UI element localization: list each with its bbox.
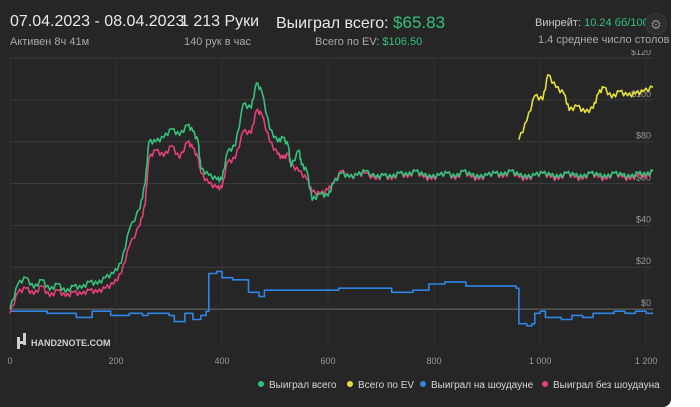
graph-panel: 07.04.2023 - 08.04.2023 Активен 8ч 41м 1… [0, 0, 671, 407]
legend-ev[interactable]: Всего по EV [347, 380, 414, 391]
total-won-label: Выиграл всего: [276, 15, 389, 32]
series-total-won-line [9, 82, 654, 310]
x-tick-label: 200 [109, 356, 124, 366]
winrate-label: Винрейт: [535, 17, 582, 29]
series-ev-line [518, 73, 654, 140]
legend-total-won-label: Выиграл всего [269, 380, 337, 391]
legend-ev-label: Всего по EV [358, 380, 415, 391]
legend-no-showdown[interactable]: Выиграл без шоудауна [542, 380, 660, 391]
y-tick-label: $40 [636, 214, 651, 224]
y-tick-label: $60 [636, 173, 651, 183]
total-won: Выиграл всего: $65.83 [276, 13, 445, 33]
series-showdown-line [10, 270, 653, 327]
legend-dot-total-won [258, 381, 264, 387]
y-tick-label: $100 [631, 89, 651, 99]
x-tick-label: 1 000 [529, 356, 552, 366]
x-tick-label: 0 [7, 356, 12, 366]
legend-showdown-label: Выиграл на шоудауне [431, 380, 534, 391]
y-tick-label: $120 [631, 50, 651, 57]
total-ev: Всего по EV: $106.50 [315, 36, 422, 48]
legend-dot-showdown [420, 381, 426, 387]
svg-text:HAND2NOTE.COM: HAND2NOTE.COM [31, 338, 111, 348]
y-tick-label: $20 [636, 256, 651, 266]
total-ev-label: Всего по EV: [315, 36, 380, 48]
hands-per-hour: 140 рук в час [184, 36, 252, 48]
winrate: Винрейт: 10.24 бб/100 [535, 17, 649, 29]
x-tick-label: 600 [321, 356, 336, 366]
gear-icon: ⚙ [650, 16, 662, 32]
x-tick-label: 1 200 [635, 356, 658, 366]
total-ev-value: $106.50 [382, 36, 423, 48]
hands-count: 1 213 Руки [180, 13, 260, 30]
hand2note-logo: HAND2NOTE.COM [17, 333, 111, 349]
legend-total-won[interactable]: Выиграл всего [258, 380, 337, 391]
avg-tables: 1.4 среднее число столов [538, 34, 670, 46]
winrate-value: 10.24 бб/100 [584, 17, 649, 29]
legend-dot-ev [347, 381, 353, 387]
x-tick-label: 400 [215, 356, 230, 366]
date-range: 07.04.2023 - 08.04.2023 [10, 13, 185, 30]
y-tick-label: $80 [636, 131, 651, 141]
legend-showdown[interactable]: Выиграл на шоудауне [420, 380, 533, 391]
settings-button[interactable]: ⚙ [645, 13, 667, 35]
total-won-value: $65.83 [393, 13, 446, 32]
legend-no-showdown-label: Выиграл без шоудауна [553, 380, 660, 391]
active-time: Активен 8ч 41м [10, 36, 90, 48]
legend-dot-no-showdown [542, 381, 548, 387]
series-no-showdown-line [9, 108, 654, 314]
x-tick-label: 800 [427, 356, 442, 366]
